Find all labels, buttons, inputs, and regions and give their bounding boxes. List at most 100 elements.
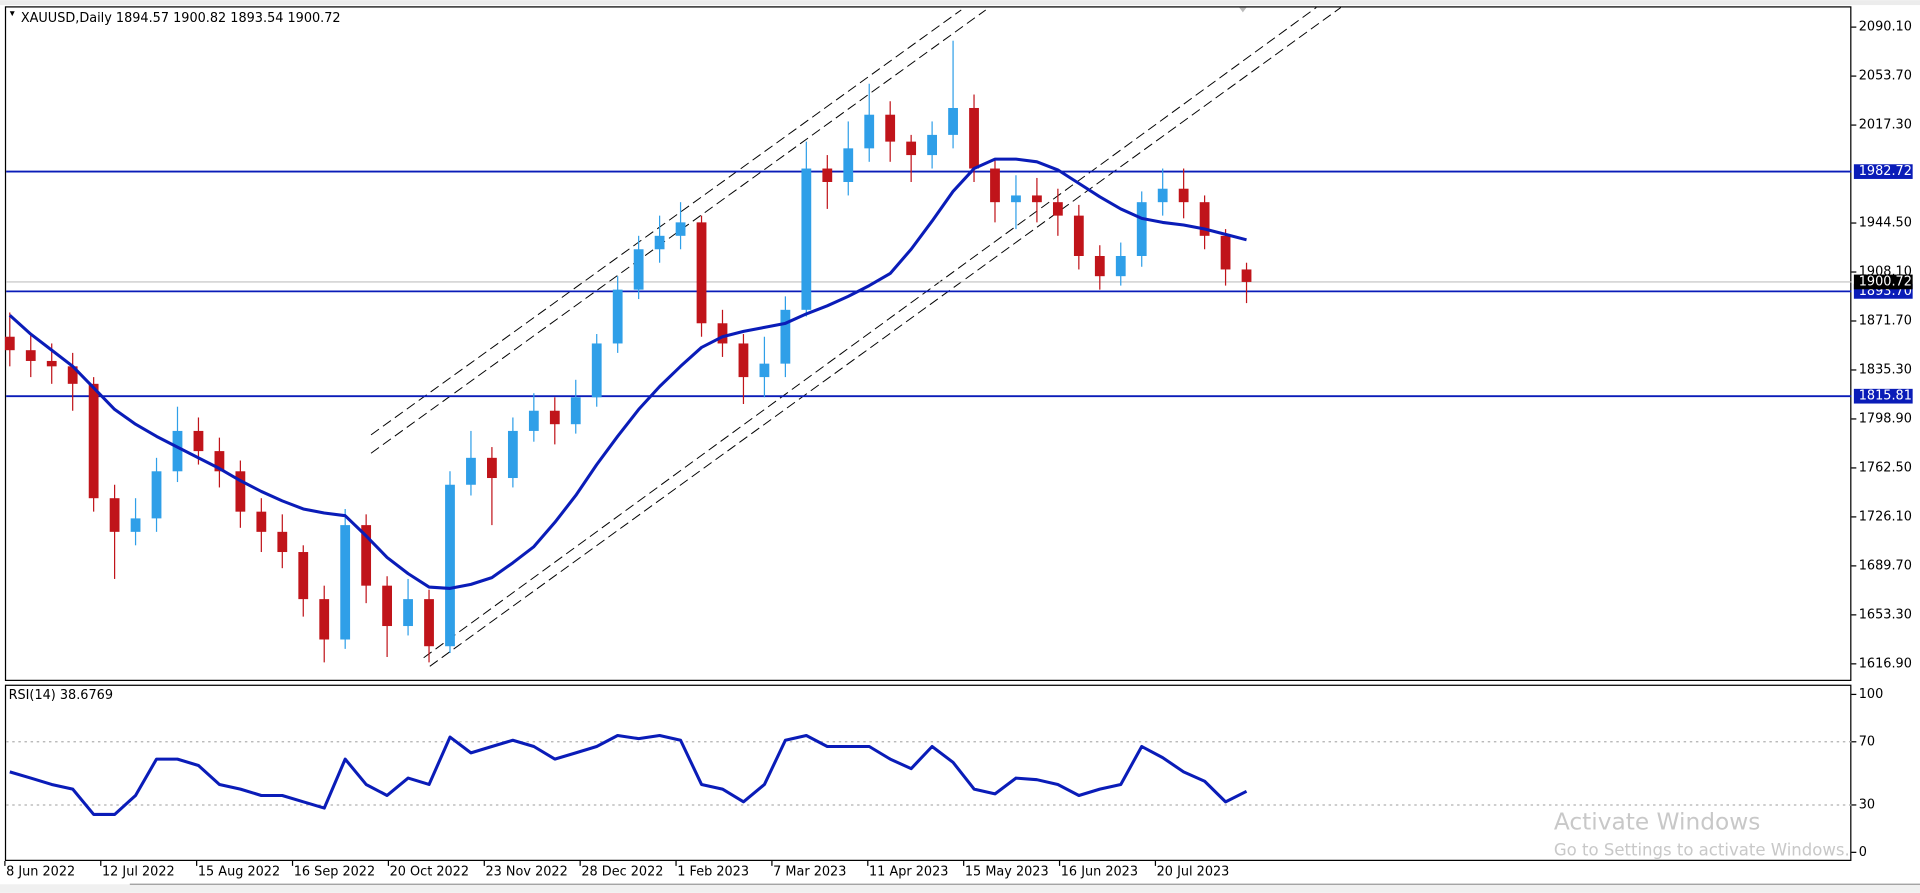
candle-body <box>130 518 141 532</box>
x-tick-label: 8 Jun 2022 <box>6 865 75 880</box>
candle-body <box>696 222 707 324</box>
y-tick-label: 1871.70 <box>1859 313 1912 328</box>
channel-line <box>370 9 962 436</box>
scroll-strip <box>0 884 1920 893</box>
x-tick-label: 1 Feb 2023 <box>677 865 749 880</box>
level-label: 1815.81 <box>1859 389 1912 404</box>
candle-body <box>298 552 309 600</box>
candle-body <box>4 336 15 351</box>
candle-body <box>948 107 958 135</box>
rsi-title: RSI(14) 38.6769 <box>9 688 113 703</box>
candle-body <box>885 114 896 142</box>
channel-line <box>429 7 1342 667</box>
candle-body <box>1032 195 1042 203</box>
rsi-line <box>9 733 1248 816</box>
candle-body <box>822 168 833 182</box>
y-tick-label: 30 <box>1859 797 1875 812</box>
level-label-box <box>1853 388 1913 404</box>
x-tick-label: 16 Jun 2023 <box>1061 865 1138 880</box>
y-tick-label: 1835.30 <box>1859 362 1912 377</box>
candle-body <box>1157 188 1168 203</box>
candle-body <box>487 457 497 479</box>
candle-body <box>1178 188 1189 203</box>
x-tick-label: 16 Sep 2022 <box>294 865 375 880</box>
candle-body <box>235 471 246 512</box>
candle-body <box>256 511 267 532</box>
y-tick-label: 1798.90 <box>1859 411 1912 426</box>
candle-body <box>738 343 749 378</box>
y-tick-label: 70 <box>1859 734 1875 749</box>
last-price-label: 1900.72 <box>1859 274 1912 289</box>
x-tick-label: 28 Dec 2022 <box>581 865 663 880</box>
x-tick-label: 11 Apr 2023 <box>869 865 948 880</box>
candle-body <box>549 410 560 425</box>
y-tick-label: 2090.10 <box>1859 20 1912 35</box>
candle-body <box>172 430 183 472</box>
y-tick-label: 1653.30 <box>1859 607 1912 622</box>
level-label: 1982.72 <box>1859 164 1912 179</box>
candle-body <box>25 350 36 361</box>
candle-body <box>151 471 162 519</box>
candle-body <box>1073 215 1084 256</box>
y-tick-label: 1762.50 <box>1859 460 1912 475</box>
y-tick-label: 2017.30 <box>1859 118 1912 133</box>
candle-body <box>1094 255 1105 277</box>
x-tick-label: 20 Oct 2022 <box>390 865 469 880</box>
candle-body <box>1199 202 1210 236</box>
watermark-subtitle: Go to Settings to activate Windows. <box>1554 841 1850 860</box>
y-tick-label: 100 <box>1859 687 1884 702</box>
candle-body <box>927 134 938 156</box>
candle-body <box>193 430 204 452</box>
candle-body <box>780 309 791 364</box>
candle-body <box>1220 235 1231 270</box>
candle-body <box>109 498 120 532</box>
x-tick-label: 15 Aug 2022 <box>198 865 280 880</box>
candle-body <box>1241 269 1252 282</box>
candle-body <box>717 323 728 344</box>
y-tick-label: 1616.90 <box>1859 656 1912 671</box>
candle-body <box>46 360 57 367</box>
trend-channel <box>370 7 1342 667</box>
candle-body <box>1115 255 1126 277</box>
top-strip <box>0 0 1920 6</box>
y-tick-label: 1726.10 <box>1859 509 1912 524</box>
shift-marker <box>1239 7 1247 13</box>
candle-body <box>361 525 372 586</box>
level-label-box <box>1853 164 1913 179</box>
candle-body <box>1136 202 1147 256</box>
candle-body <box>403 599 413 627</box>
x-tick-label: 12 Jul 2022 <box>102 865 175 880</box>
x-tick-label: 23 Nov 2022 <box>486 865 568 880</box>
moving-average <box>8 157 1247 590</box>
candle-body <box>759 363 770 378</box>
candle-body <box>990 168 1000 203</box>
candle-body <box>675 222 686 236</box>
channel-line <box>423 7 1317 659</box>
candle-body <box>340 525 351 640</box>
y-tick-label: 1944.50 <box>1859 216 1912 231</box>
candle-body <box>969 107 979 169</box>
candle-body <box>906 141 917 156</box>
rsi-panel-frame <box>4 684 1852 861</box>
candle-body <box>654 235 665 250</box>
candle-body <box>528 410 539 431</box>
menu-arrow <box>9 11 15 17</box>
candle-body <box>214 451 225 472</box>
x-tick-label: 7 Mar 2023 <box>773 865 846 880</box>
candle-body <box>382 585 393 627</box>
candle-body <box>864 114 875 149</box>
candle-body <box>445 484 455 647</box>
x-tick-label: 20 Jul 2023 <box>1157 865 1230 880</box>
candle-body <box>1011 195 1021 203</box>
y-tick-label: 1689.70 <box>1859 558 1912 573</box>
candle-body <box>88 383 99 499</box>
x-tick-label: 15 May 2023 <box>965 865 1049 880</box>
chart-title: XAUUSD,Daily 1894.57 1900.82 1893.54 190… <box>21 11 341 26</box>
channel-line <box>370 9 987 454</box>
candle-body <box>319 599 330 640</box>
candle-body <box>843 148 854 182</box>
candle-body <box>801 168 812 310</box>
candle-body <box>591 343 602 398</box>
